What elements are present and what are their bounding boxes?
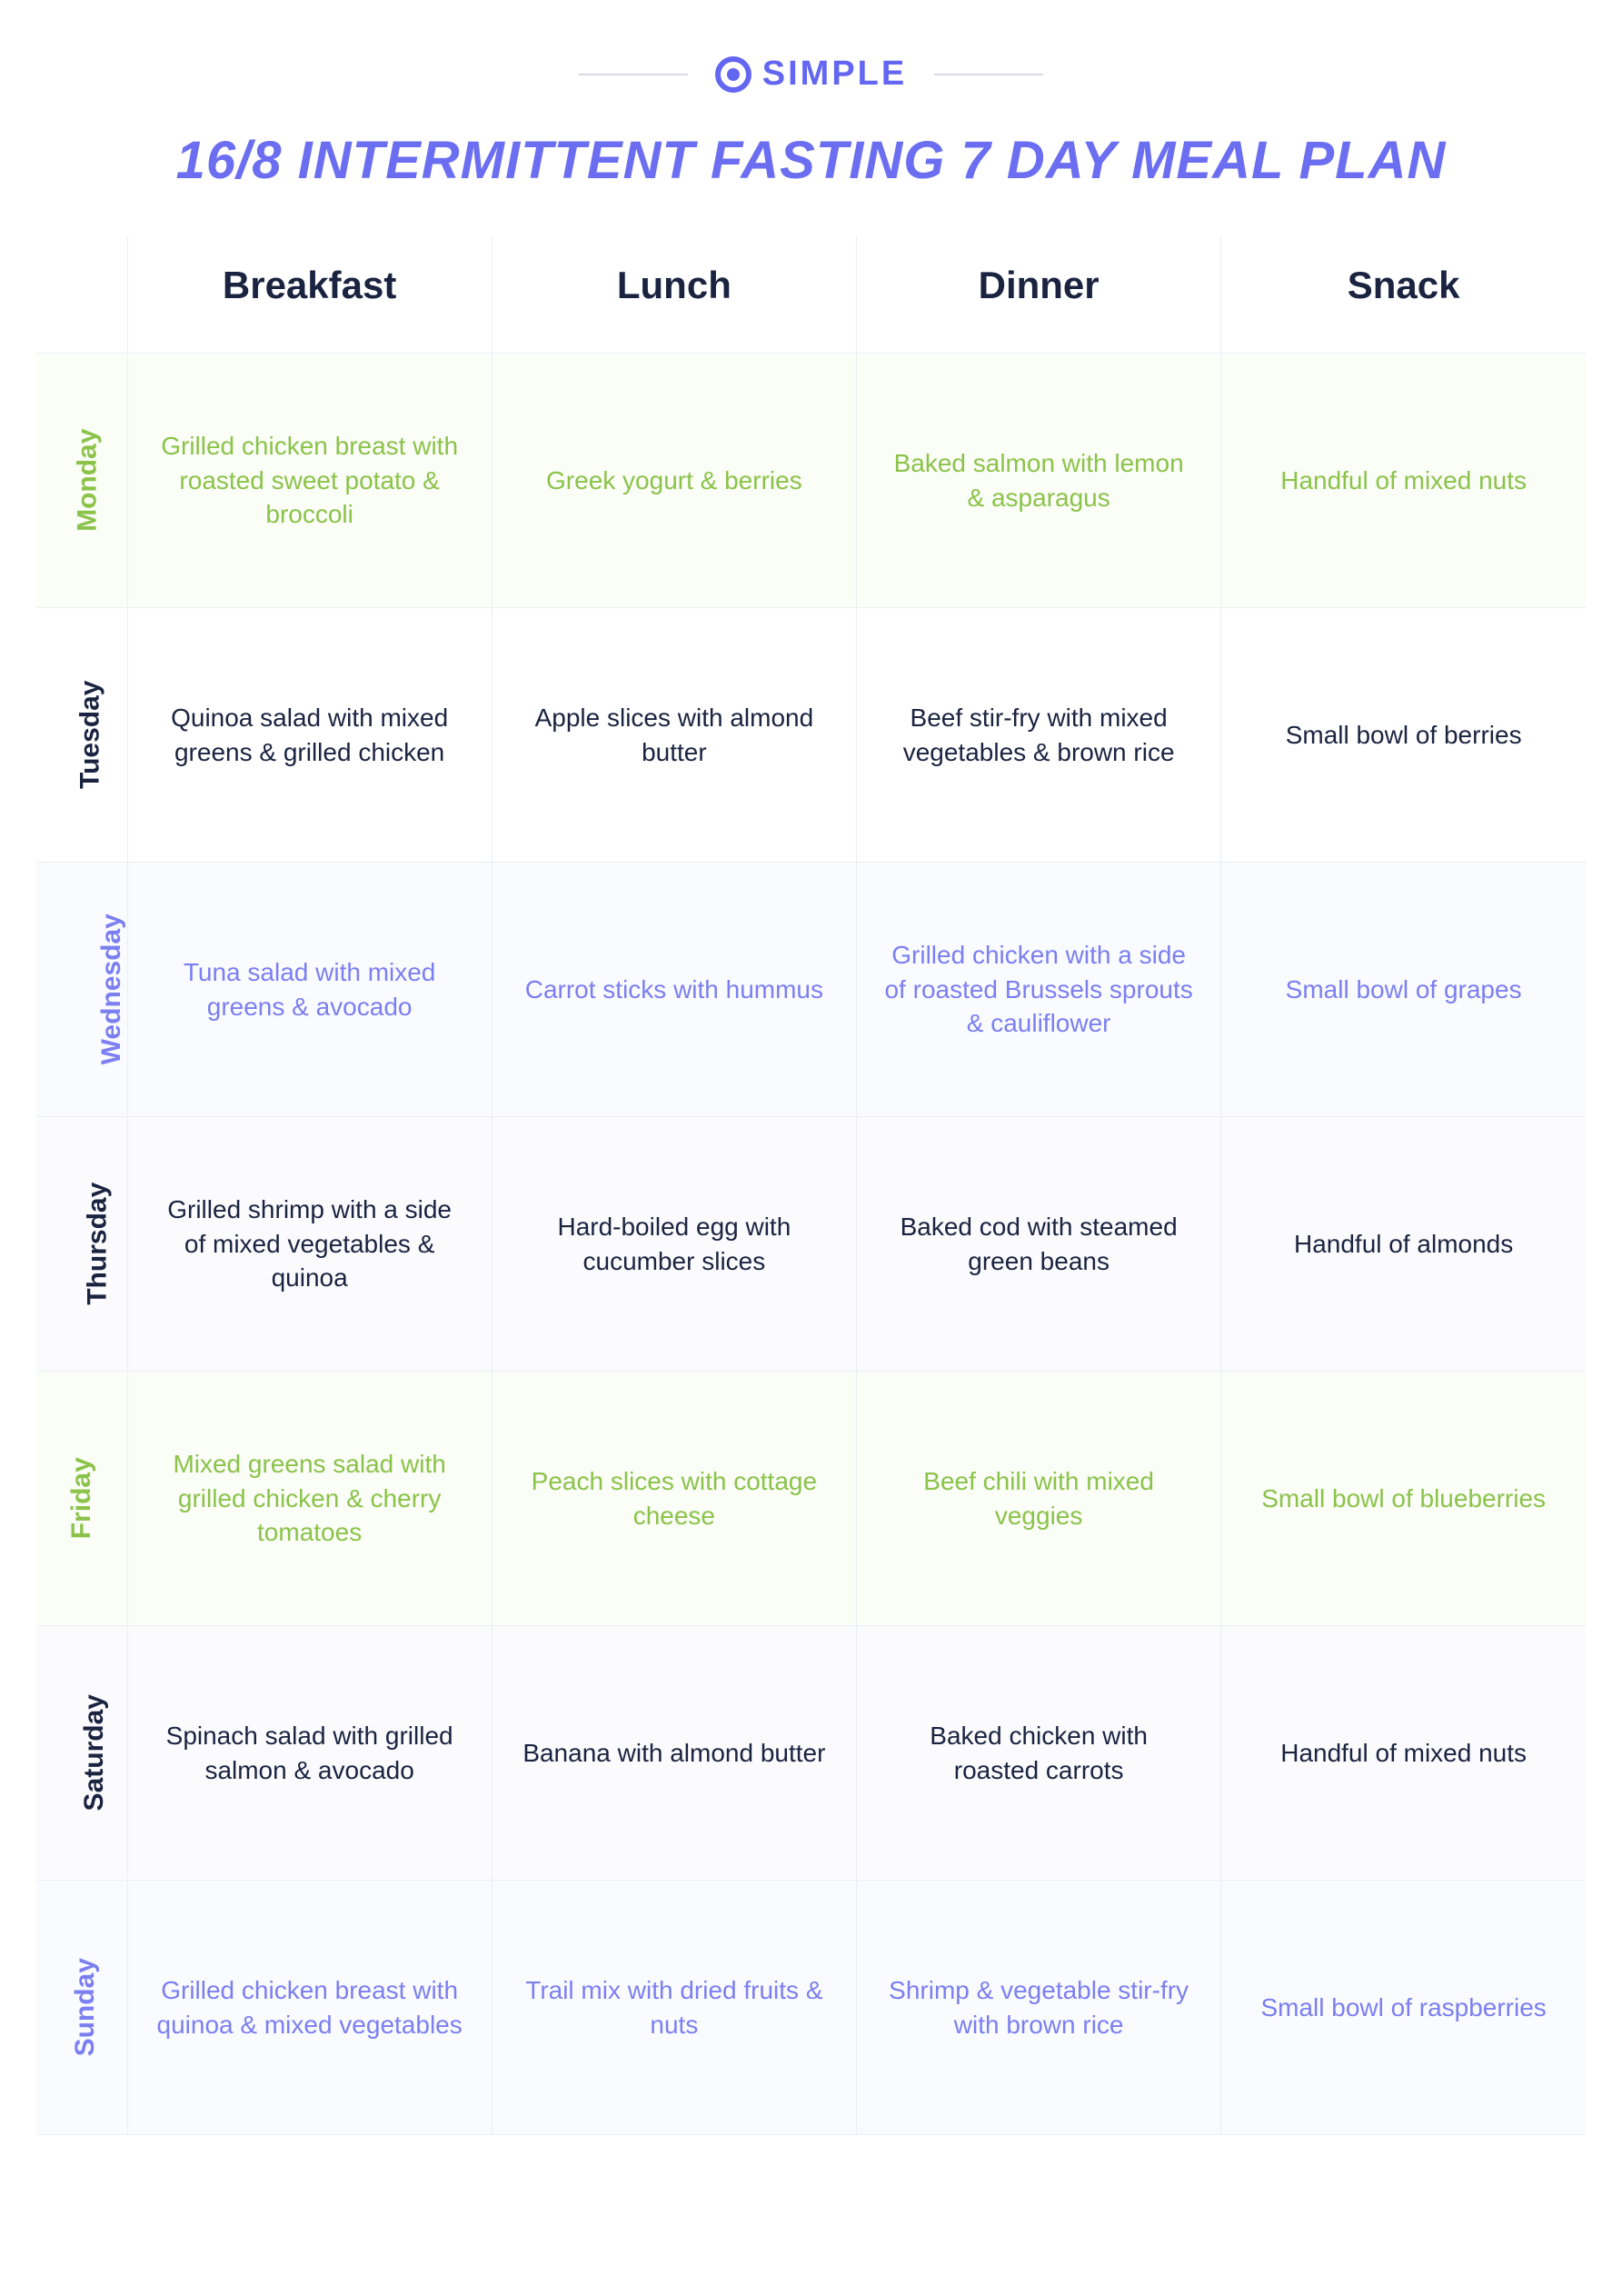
meal-cell-dinner: Baked salmon with lemon & asparagus (857, 354, 1221, 608)
meal-cell-dinner: Baked cod with steamed green beans (857, 1117, 1221, 1372)
meal-cell-lunch: Peach slices with cottage cheese (492, 1372, 856, 1626)
meal-cell-breakfast: Grilled shrimp with a side of mixed vege… (127, 1117, 492, 1372)
meal-cell-snack: Small bowl of raspberries (1221, 1881, 1586, 2135)
table-row: Tuesday Quinoa salad with mixed greens & … (36, 608, 1586, 863)
page-title: 16/8 INTERMITTENT FASTING 7 DAY MEAL PLA… (36, 130, 1586, 191)
meal-cell-snack: Small bowl of blueberries (1221, 1372, 1586, 1626)
meal-cell-lunch: Hard-boiled egg with cucumber slices (492, 1117, 856, 1372)
meal-cell-snack: Handful of mixed nuts (1221, 1626, 1586, 1881)
table-row: Monday Grilled chicken breast with roaste… (36, 354, 1586, 608)
header-logo-row: SIMPLE (36, 55, 1586, 94)
meal-cell-breakfast: Grilled chicken breast with quinoa & mix… (127, 1881, 492, 2135)
day-cell: Thursday (36, 1117, 127, 1372)
col-snack: Snack (1221, 236, 1586, 354)
col-lunch: Lunch (492, 236, 856, 354)
day-label: Tuesday (73, 681, 110, 790)
meal-cell-dinner: Shrimp & vegetable stir-fry with brown r… (857, 1881, 1221, 2135)
table-row: WednesdayTuna salad with mixed greens & … (36, 863, 1586, 1117)
day-label: Monday (69, 429, 106, 532)
meal-cell-snack: Handful of almonds (1221, 1117, 1586, 1372)
table-row: Thursday Grilled shrimp with a side of mi… (36, 1117, 1586, 1372)
table-row: Friday Mixed greens salad with grilled ch… (36, 1372, 1586, 1626)
corner-cell (36, 236, 127, 354)
target-icon (715, 56, 751, 93)
day-cell: Monday (36, 354, 127, 608)
meal-cell-breakfast: Grilled chicken breast with roasted swee… (127, 354, 492, 608)
meal-cell-lunch: Apple slices with almond butter (492, 608, 856, 863)
day-label: Wednesday (94, 913, 131, 1064)
meal-cell-snack: Handful of mixed nuts (1221, 354, 1586, 608)
meal-plan-table: Breakfast Lunch Dinner Snack Monday Grill… (36, 236, 1586, 2135)
meal-cell-snack: Small bowl of berries (1221, 608, 1586, 863)
day-cell: Friday (36, 1372, 127, 1626)
day-cell: Sunday (36, 1881, 127, 2135)
meal-cell-dinner: Beef stir-fry with mixed vegetables & br… (857, 608, 1221, 863)
col-dinner: Dinner (857, 236, 1221, 354)
divider-left (579, 74, 688, 75)
day-label: Thursday (79, 1183, 116, 1305)
brand-logo: SIMPLE (715, 55, 907, 94)
meal-cell-lunch: Carrot sticks with hummus (492, 863, 856, 1117)
day-cell: Tuesday (36, 608, 127, 863)
meal-cell-breakfast: Tuna salad with mixed greens & avocado (127, 863, 492, 1117)
meal-cell-dinner: Beef chili with mixed veggies (857, 1372, 1221, 1626)
day-label: Sunday (67, 1958, 104, 2056)
meal-cell-snack: Small bowl of grapes (1221, 863, 1586, 1117)
meal-cell-lunch: Trail mix with dried fruits & nuts (492, 1881, 856, 2135)
meal-cell-breakfast: Spinach salad with grilled salmon & avoc… (127, 1626, 492, 1881)
day-label: Friday (64, 1457, 101, 1539)
brand-name: SIMPLE (762, 55, 907, 94)
meal-cell-dinner: Baked chicken with roasted carrots (857, 1626, 1221, 1881)
divider-right (934, 74, 1043, 75)
meal-cell-lunch: Banana with almond butter (492, 1626, 856, 1881)
meal-cell-breakfast: Quinoa salad with mixed greens & grilled… (127, 608, 492, 863)
day-label: Saturday (76, 1694, 114, 1811)
day-cell: Wednesday (36, 863, 127, 1117)
meal-cell-lunch: Greek yogurt & berries (492, 354, 856, 608)
table-row: Sunday Grilled chicken breast with quinoa… (36, 1881, 1586, 2135)
table-row: Saturday Spinach salad with grilled salmo… (36, 1626, 1586, 1881)
col-breakfast: Breakfast (127, 236, 492, 354)
meal-cell-breakfast: Mixed greens salad with grilled chicken … (127, 1372, 492, 1626)
meal-cell-dinner: Grilled chicken with a side of roasted B… (857, 863, 1221, 1117)
day-cell: Saturday (36, 1626, 127, 1881)
table-header-row: Breakfast Lunch Dinner Snack (36, 236, 1586, 354)
